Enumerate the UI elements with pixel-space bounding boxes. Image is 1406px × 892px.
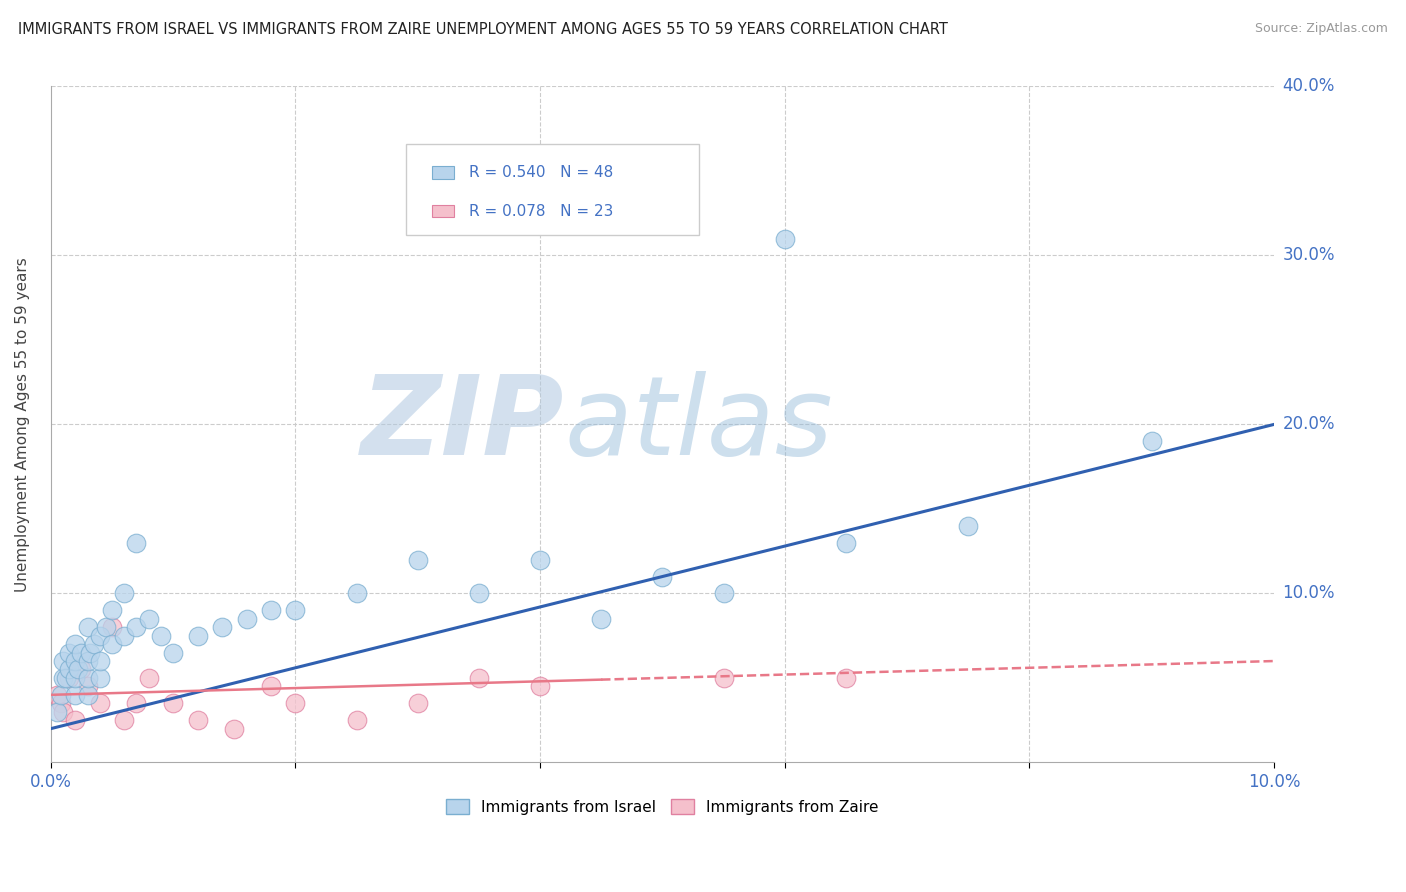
Y-axis label: Unemployment Among Ages 55 to 59 years: Unemployment Among Ages 55 to 59 years — [15, 257, 30, 591]
Point — [957, 519, 980, 533]
Text: Source: ZipAtlas.com: Source: ZipAtlas.com — [1254, 22, 1388, 36]
Point — [468, 586, 491, 600]
Point — [70, 663, 93, 677]
Point — [89, 696, 111, 710]
Point — [65, 637, 87, 651]
Point — [284, 603, 307, 617]
Text: atlas: atlas — [565, 371, 834, 478]
Point — [406, 696, 429, 710]
Point — [162, 696, 184, 710]
Point — [773, 231, 796, 245]
Point — [52, 705, 75, 719]
Point — [591, 612, 613, 626]
Point — [66, 663, 89, 677]
Point — [52, 671, 75, 685]
Point — [187, 713, 209, 727]
Point — [76, 654, 98, 668]
Text: ZIP: ZIP — [361, 371, 565, 478]
Point — [70, 646, 93, 660]
Point — [58, 646, 80, 660]
Point — [406, 552, 429, 566]
Point — [713, 586, 735, 600]
Point — [112, 629, 135, 643]
Point — [235, 612, 257, 626]
Point — [49, 688, 72, 702]
Point — [149, 629, 172, 643]
Point — [125, 535, 148, 549]
Point — [101, 637, 124, 651]
Point — [187, 629, 209, 643]
Point — [65, 688, 87, 702]
Point — [529, 552, 551, 566]
Point — [224, 722, 246, 736]
Point — [65, 654, 87, 668]
Point — [162, 646, 184, 660]
FancyBboxPatch shape — [433, 166, 454, 178]
Point — [89, 671, 111, 685]
FancyBboxPatch shape — [433, 205, 454, 218]
Point — [651, 569, 673, 583]
Point — [468, 671, 491, 685]
Point — [76, 679, 98, 693]
Text: IMMIGRANTS FROM ISRAEL VS IMMIGRANTS FROM ZAIRE UNEMPLOYMENT AMONG AGES 55 TO 59: IMMIGRANTS FROM ISRAEL VS IMMIGRANTS FRO… — [18, 22, 948, 37]
Text: R = 0.078   N = 23: R = 0.078 N = 23 — [470, 203, 613, 219]
Text: 20.0%: 20.0% — [1282, 416, 1334, 434]
Point — [835, 535, 858, 549]
Point — [55, 671, 77, 685]
Point — [125, 620, 148, 634]
Point — [211, 620, 233, 634]
Point — [58, 663, 80, 677]
Point — [65, 713, 87, 727]
Point — [89, 654, 111, 668]
Point — [835, 671, 858, 685]
Point — [46, 688, 69, 702]
Point — [260, 679, 283, 693]
Text: 10.0%: 10.0% — [1282, 584, 1334, 602]
FancyBboxPatch shape — [405, 144, 699, 235]
Point — [83, 637, 105, 651]
Text: 40.0%: 40.0% — [1282, 78, 1334, 95]
Point — [529, 679, 551, 693]
Point — [346, 586, 368, 600]
Point — [76, 688, 98, 702]
Legend: Immigrants from Israel, Immigrants from Zaire: Immigrants from Israel, Immigrants from … — [439, 791, 887, 822]
Point — [125, 696, 148, 710]
Point — [260, 603, 283, 617]
Point — [76, 671, 98, 685]
Point — [713, 671, 735, 685]
Point — [112, 713, 135, 727]
Point — [138, 612, 160, 626]
Text: R = 0.540   N = 48: R = 0.540 N = 48 — [470, 165, 613, 180]
Point — [65, 671, 87, 685]
Point — [101, 620, 124, 634]
Point — [346, 713, 368, 727]
Text: 30.0%: 30.0% — [1282, 246, 1334, 264]
Point — [138, 671, 160, 685]
Point — [49, 696, 72, 710]
Point — [112, 586, 135, 600]
Point — [101, 603, 124, 617]
Point — [1140, 434, 1163, 449]
Point — [46, 705, 69, 719]
Point — [76, 620, 98, 634]
Point — [79, 646, 101, 660]
Point — [94, 620, 117, 634]
Point — [89, 629, 111, 643]
Point — [52, 654, 75, 668]
Point — [58, 671, 80, 685]
Point — [284, 696, 307, 710]
